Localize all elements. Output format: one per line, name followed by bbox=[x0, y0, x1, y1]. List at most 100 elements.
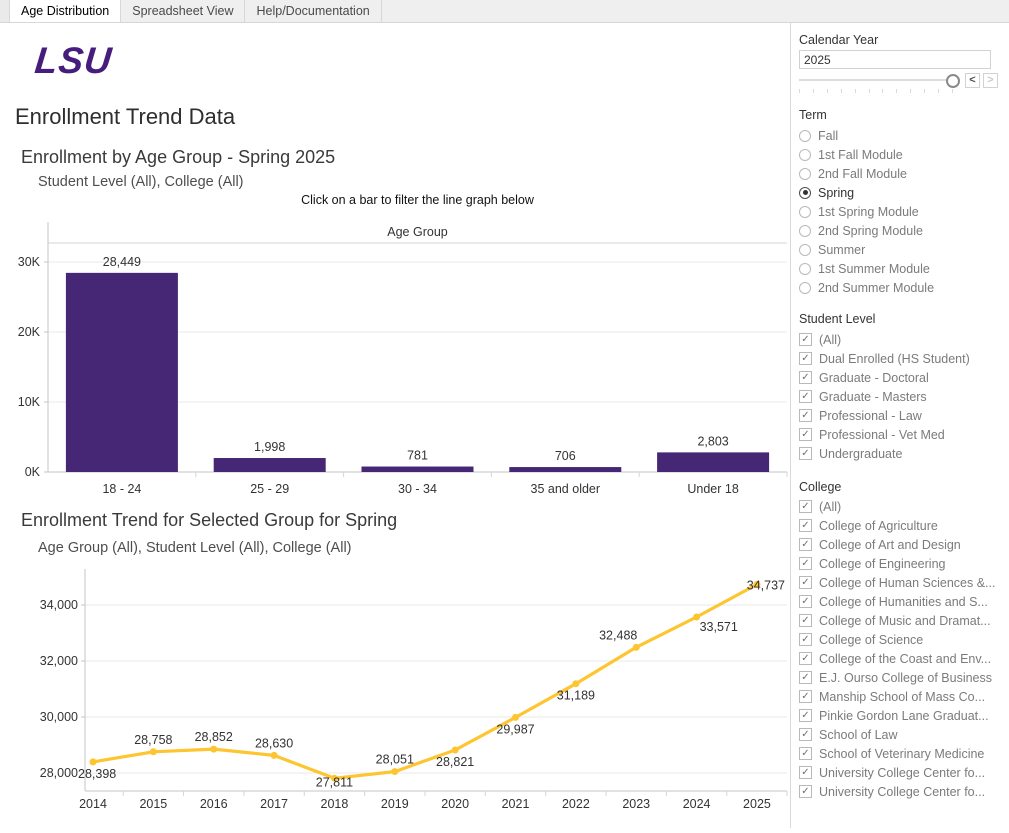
college-option-college-of-music-and-dramat[interactable]: ✓ College of Music and Dramat... bbox=[799, 611, 1005, 630]
term-option-2nd-fall-module[interactable]: 2nd Fall Module bbox=[799, 164, 1005, 183]
line-x-tick: 2017 bbox=[260, 797, 288, 811]
term-option-1st-spring-module[interactable]: 1st Spring Module bbox=[799, 202, 1005, 221]
college-option-college-of-human-sciences[interactable]: ✓ College of Human Sciences &... bbox=[799, 573, 1005, 592]
checkbox-checked-icon[interactable]: ✓ bbox=[799, 595, 812, 608]
term-option-2nd-spring-module[interactable]: 2nd Spring Module bbox=[799, 221, 1005, 240]
calendar-year-input[interactable] bbox=[799, 50, 991, 69]
college-option-school-of-law[interactable]: ✓ School of Law bbox=[799, 725, 1005, 744]
student-level-option-graduate-doctoral[interactable]: ✓ Graduate - Doctoral bbox=[799, 368, 1005, 387]
checkbox-checked-icon[interactable]: ✓ bbox=[799, 614, 812, 627]
radio-icon[interactable] bbox=[799, 186, 811, 199]
college-option-college-of-engineering[interactable]: ✓ College of Engineering bbox=[799, 554, 1005, 573]
radio-icon[interactable] bbox=[799, 224, 811, 237]
age-group-bar-chart[interactable]: Age Group 0K 10K 20K 30K 28,449 18 - 24 1,998 25… bbox=[0, 222, 790, 500]
checkbox-checked-icon[interactable]: ✓ bbox=[799, 409, 812, 422]
checkbox-checked-icon[interactable]: ✓ bbox=[799, 709, 812, 722]
student-level-option-professional-vet-med[interactable]: ✓ Professional - Vet Med bbox=[799, 425, 1005, 444]
bar-category-label: Under 18 bbox=[687, 482, 738, 496]
checkbox-checked-icon[interactable]: ✓ bbox=[799, 390, 812, 403]
line-x-tick: 2019 bbox=[381, 797, 409, 811]
term-option-1st-summer-module[interactable]: 1st Summer Module bbox=[799, 259, 1005, 278]
point-2022[interactable] bbox=[572, 680, 580, 688]
checkbox-checked-icon[interactable]: ✓ bbox=[799, 538, 812, 551]
point-2015[interactable] bbox=[149, 748, 157, 756]
point-2021[interactable] bbox=[512, 713, 520, 721]
checkbox-checked-icon[interactable]: ✓ bbox=[799, 728, 812, 741]
college-option-university-college-center-fo[interactable]: ✓ University College Center fo... bbox=[799, 763, 1005, 782]
checkbox-checked-icon[interactable]: ✓ bbox=[799, 428, 812, 441]
point-2014[interactable] bbox=[89, 758, 97, 766]
point-2024[interactable] bbox=[693, 613, 701, 621]
checkbox-checked-icon[interactable]: ✓ bbox=[799, 633, 812, 646]
college-option-all[interactable]: ✓ (All) bbox=[799, 497, 1005, 516]
calendar-year-slider[interactable]: < > bbox=[799, 71, 999, 89]
college-option-college-of-art-and-design[interactable]: ✓ College of Art and Design bbox=[799, 535, 1005, 554]
point-2023[interactable] bbox=[632, 643, 640, 651]
student-level-option-dual-enrolled-hs-student[interactable]: ✓ Dual Enrolled (HS Student) bbox=[799, 349, 1005, 368]
radio-dot-icon bbox=[802, 190, 808, 195]
checkbox-checked-icon[interactable]: ✓ bbox=[799, 747, 812, 760]
checkbox-checked-icon[interactable]: ✓ bbox=[799, 333, 812, 346]
point-2020[interactable] bbox=[451, 746, 459, 754]
college-option-college-of-science[interactable]: ✓ College of Science bbox=[799, 630, 1005, 649]
bar-35-and-older[interactable] bbox=[509, 467, 622, 472]
term-option-spring[interactable]: Spring bbox=[799, 183, 1005, 202]
checkbox-checked-icon[interactable]: ✓ bbox=[799, 690, 812, 703]
tab-age-distribution[interactable]: Age Distribution bbox=[10, 0, 122, 22]
chevron-left-icon[interactable]: < bbox=[965, 73, 980, 88]
student-level-option-graduate-masters[interactable]: ✓ Graduate - Masters bbox=[799, 387, 1005, 406]
radio-icon[interactable] bbox=[799, 281, 811, 294]
student-level-option-professional-law[interactable]: ✓ Professional - Law bbox=[799, 406, 1005, 425]
term-option-summer[interactable]: Summer bbox=[799, 240, 1005, 259]
checkbox-checked-icon[interactable]: ✓ bbox=[799, 519, 812, 532]
slider-track[interactable] bbox=[799, 79, 951, 81]
radio-icon[interactable] bbox=[799, 262, 811, 275]
slider-handle-icon[interactable] bbox=[946, 74, 960, 88]
point-2019[interactable] bbox=[391, 768, 399, 776]
checkbox-checked-icon[interactable]: ✓ bbox=[799, 500, 812, 513]
checkbox-checked-icon[interactable]: ✓ bbox=[799, 447, 812, 460]
slider-tick bbox=[799, 89, 800, 93]
tab-help-documentation[interactable]: Help/Documentation bbox=[245, 0, 382, 22]
point-2016[interactable] bbox=[210, 745, 218, 753]
point-2025[interactable] bbox=[753, 580, 761, 588]
tabbar-spacer bbox=[0, 0, 10, 22]
student-level-option-undergraduate[interactable]: ✓ Undergraduate bbox=[799, 444, 1005, 463]
bar-25-29[interactable] bbox=[213, 458, 326, 472]
college-option-college-of-agriculture[interactable]: ✓ College of Agriculture bbox=[799, 516, 1005, 535]
college-option-college-of-humanities-and-s[interactable]: ✓ College of Humanities and S... bbox=[799, 592, 1005, 611]
point-2018[interactable] bbox=[330, 774, 338, 782]
term-option-fall[interactable]: Fall bbox=[799, 126, 1005, 145]
college-option-pinkie-gordon-lane-graduat[interactable]: ✓ Pinkie Gordon Lane Graduat... bbox=[799, 706, 1005, 725]
checkbox-checked-icon[interactable]: ✓ bbox=[799, 576, 812, 589]
radio-icon[interactable] bbox=[799, 148, 811, 161]
radio-icon[interactable] bbox=[799, 205, 811, 218]
checkbox-checked-icon[interactable]: ✓ bbox=[799, 766, 812, 779]
checkbox-checked-icon[interactable]: ✓ bbox=[799, 557, 812, 570]
radio-icon[interactable] bbox=[799, 243, 811, 256]
checkbox-checked-icon[interactable]: ✓ bbox=[799, 785, 812, 798]
checkbox-checked-icon[interactable]: ✓ bbox=[799, 371, 812, 384]
checkbox-checked-icon[interactable]: ✓ bbox=[799, 652, 812, 665]
college-option-e-j-ourso-college-of-business[interactable]: ✓ E.J. Ourso College of Business bbox=[799, 668, 1005, 687]
tab-spreadsheet-view[interactable]: Spreadsheet View bbox=[121, 0, 246, 22]
line-y-tick: 32,000 bbox=[40, 654, 78, 668]
term-option-1st-fall-module[interactable]: 1st Fall Module bbox=[799, 145, 1005, 164]
point-2017[interactable] bbox=[270, 751, 278, 759]
college-option-college-of-the-coast-and-env[interactable]: ✓ College of the Coast and Env... bbox=[799, 649, 1005, 668]
college-option-school-of-veterinary-medicine[interactable]: ✓ School of Veterinary Medicine bbox=[799, 744, 1005, 763]
bar-under-18[interactable] bbox=[657, 452, 770, 472]
radio-icon[interactable] bbox=[799, 129, 811, 142]
student-level-option-all[interactable]: ✓ (All) bbox=[799, 330, 1005, 349]
bar-30-34[interactable] bbox=[361, 466, 474, 472]
term-option-2nd-summer-module[interactable]: 2nd Summer Module bbox=[799, 278, 1005, 297]
line-x-tick: 2025 bbox=[743, 797, 771, 811]
checkbox-checked-icon[interactable]: ✓ bbox=[799, 671, 812, 684]
chevron-right-icon[interactable]: > bbox=[983, 73, 998, 88]
college-option-university-college-center-fo[interactable]: ✓ University College Center fo... bbox=[799, 782, 1005, 801]
bar-18-24[interactable] bbox=[65, 272, 178, 472]
radio-icon[interactable] bbox=[799, 167, 811, 180]
college-option-manship-school-of-mass-co[interactable]: ✓ Manship School of Mass Co... bbox=[799, 687, 1005, 706]
checkbox-checked-icon[interactable]: ✓ bbox=[799, 352, 812, 365]
term-option-label: Fall bbox=[818, 128, 839, 143]
